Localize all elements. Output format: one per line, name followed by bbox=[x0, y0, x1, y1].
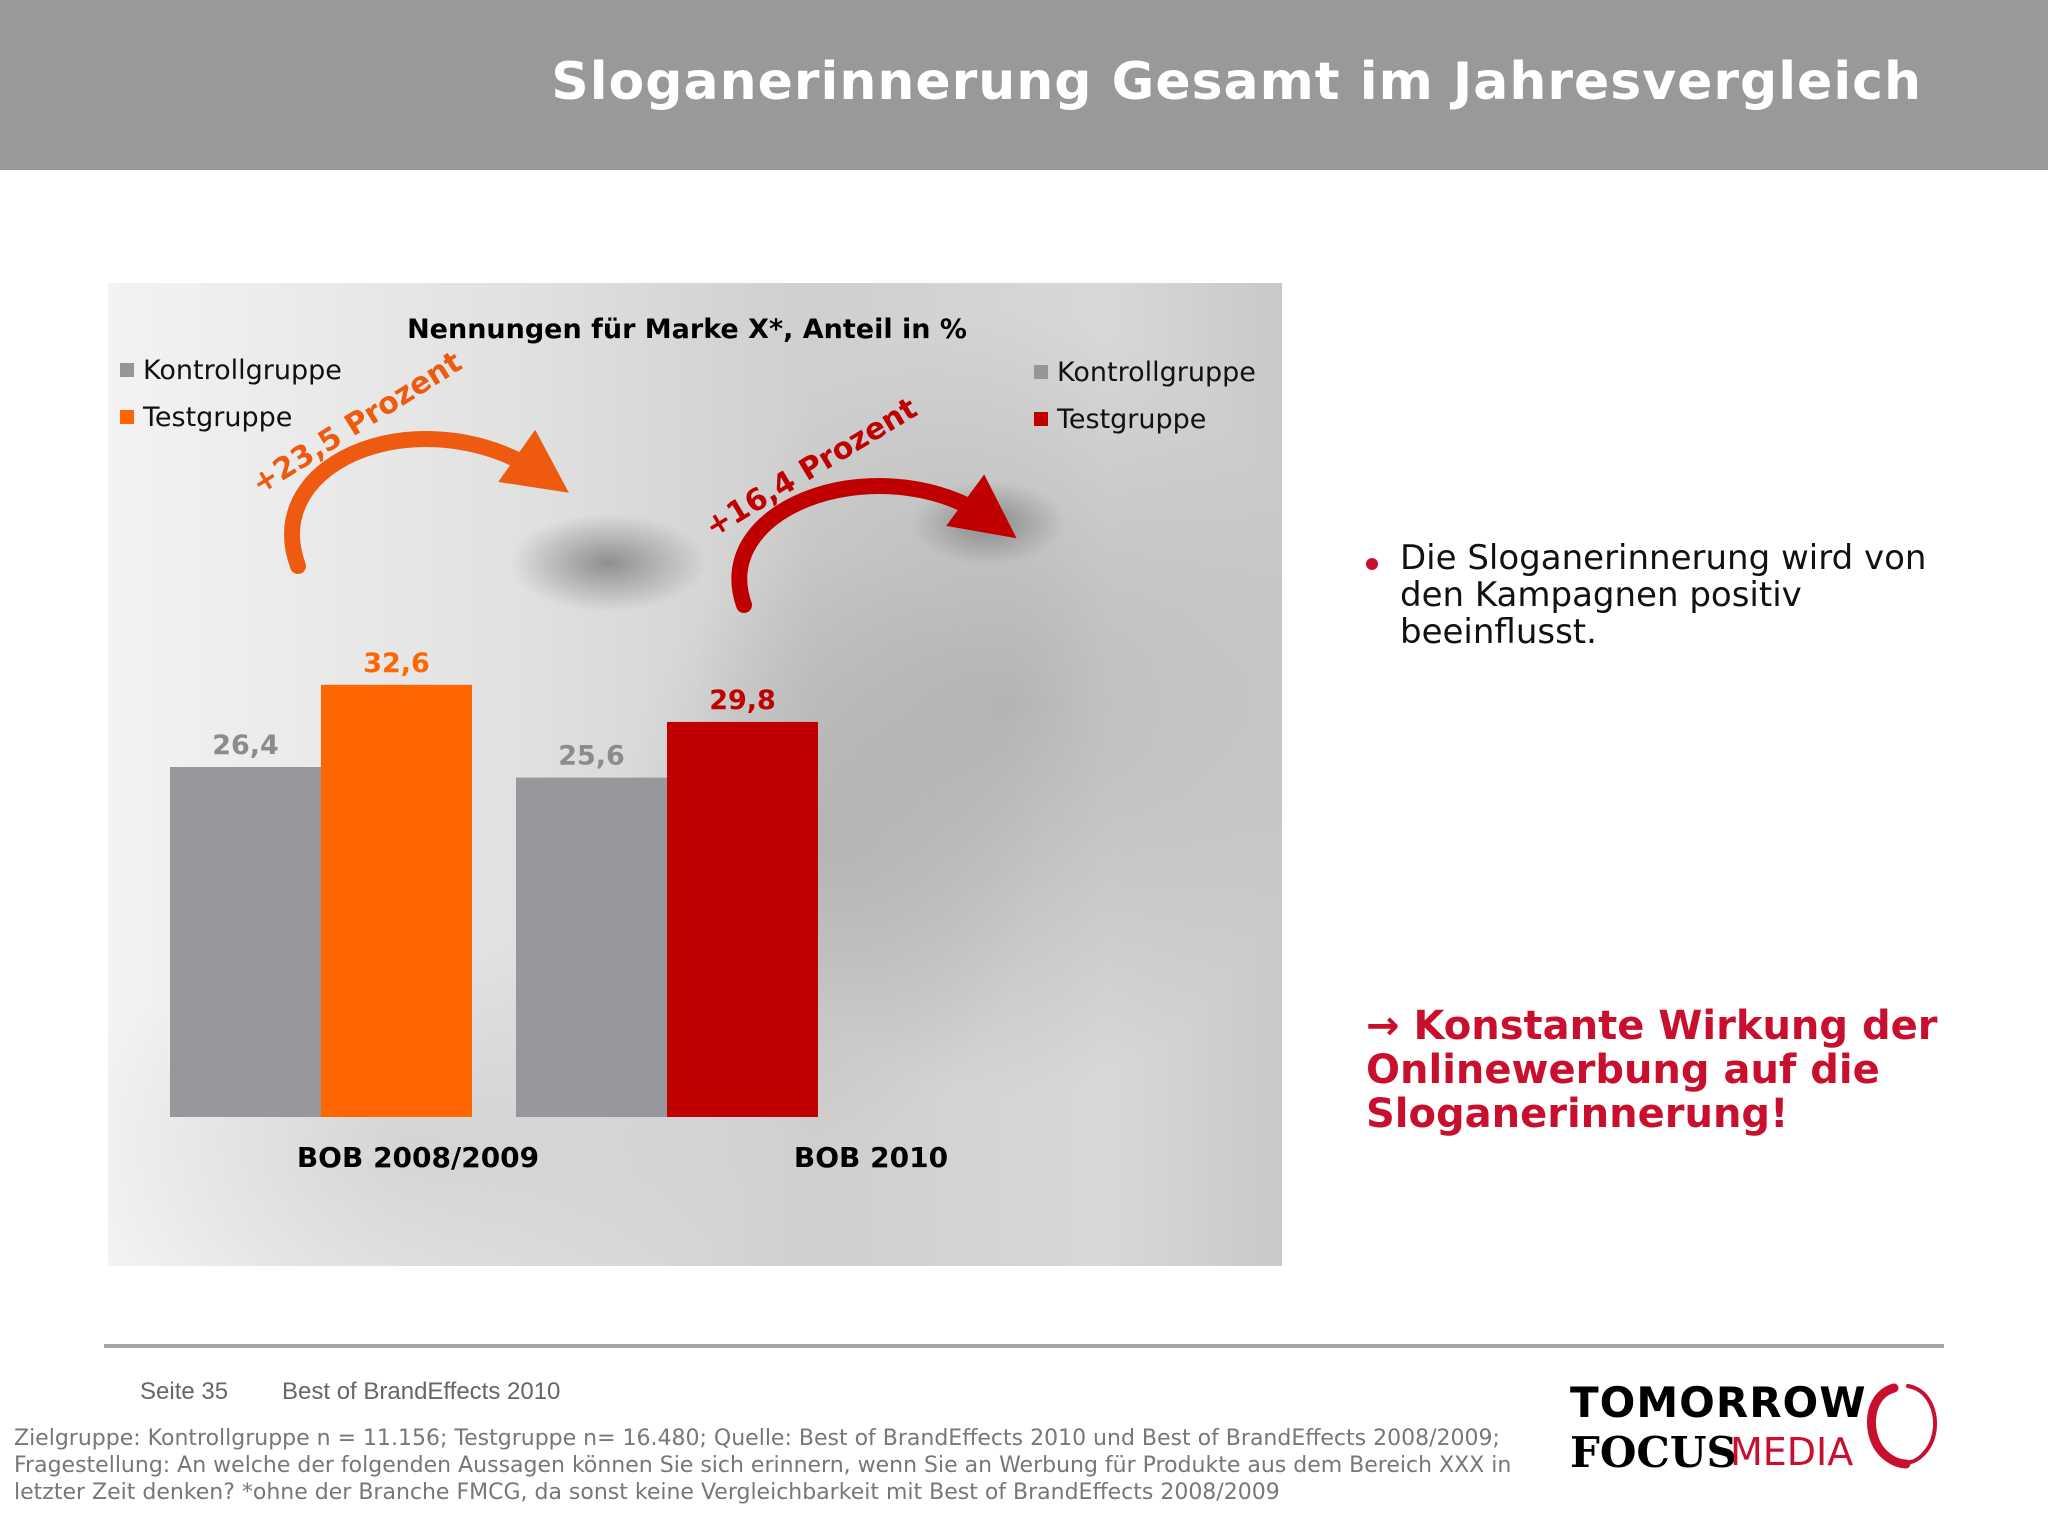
bar-chart: Nennungen für Marke X*, Anteil in % Kont… bbox=[120, 314, 1256, 1174]
logo-text-media: MEDIA bbox=[1730, 1430, 1854, 1474]
bar-testgruppe-bob-2010 bbox=[667, 721, 818, 1117]
legend-left-label-kontroll: Kontrollgruppe bbox=[143, 355, 342, 386]
conclusion: → Konstante Wirkung der Onlinewerbung au… bbox=[1366, 1004, 1986, 1136]
bar-kontrollgruppe-bob-2010 bbox=[516, 777, 667, 1117]
logo-text-focus: FOCUS bbox=[1570, 1428, 1737, 1477]
logo-ring-icon bbox=[1867, 1383, 1937, 1469]
chart-panel: Nennungen für Marke X*, Anteil in % Kont… bbox=[108, 283, 1282, 1266]
legend-right-label-kontroll: Kontrollgruppe bbox=[1057, 357, 1256, 388]
footnote: Zielgruppe: Kontrollgruppe n = 11.156; T… bbox=[14, 1426, 1512, 1505]
bullet-dot bbox=[1366, 558, 1378, 570]
growth-arrow-bob-2008-2009 bbox=[284, 429, 569, 574]
value-label-testgruppe-bob-2008-2009: 32,6 bbox=[363, 648, 430, 679]
bar-testgruppe-bob-2008-2009 bbox=[321, 684, 472, 1117]
category-label-bob-2008-2009: BOB 2008/2009 bbox=[297, 1141, 539, 1174]
page-number: Seite 35 bbox=[140, 1378, 229, 1405]
category-label-bob-2010: BOB 2010 bbox=[794, 1141, 948, 1174]
chart-title: Nennungen für Marke X*, Anteil in % bbox=[407, 314, 967, 345]
legend-left-swatch-test bbox=[120, 410, 134, 424]
legend-right-swatch-test bbox=[1034, 412, 1048, 426]
tomorrow-focus-media-logo: TOMORROW FOCUS MEDIA bbox=[1566, 1372, 1946, 1492]
legend-right-swatch-kontroll bbox=[1034, 365, 1048, 379]
bar-kontrollgruppe-bob-2008-2009 bbox=[170, 767, 321, 1117]
growth-annotation-bob-2010: +16,4 Prozent bbox=[699, 391, 923, 545]
legend-left-label-test: Testgruppe bbox=[142, 402, 292, 433]
growth-arrow-bob-2010 bbox=[731, 474, 1017, 613]
header-bar: Sloganerinnerung Gesamt im Jahresverglei… bbox=[0, 0, 2048, 170]
footer-divider bbox=[104, 1344, 1944, 1348]
footer-source: Best of BrandEffects 2010 bbox=[282, 1378, 561, 1405]
legend-right-label-test: Testgruppe bbox=[1056, 404, 1206, 435]
arrow-right-icon: → bbox=[1366, 1003, 1400, 1049]
value-label-testgruppe-bob-2010: 29,8 bbox=[709, 685, 776, 716]
legend-left-swatch-kontroll bbox=[120, 363, 134, 377]
value-label-kontrollgruppe-bob-2008-2009: 26,4 bbox=[212, 730, 279, 761]
page-title: Sloganerinnerung Gesamt im Jahresverglei… bbox=[551, 52, 1922, 112]
conclusion-text: Konstante Wirkung der Onlinewerbung auf … bbox=[1366, 1003, 1938, 1137]
logo-text-tomorrow: TOMORROW bbox=[1570, 1378, 1867, 1427]
bullet-text: Die Sloganerinnerung wird von den Kampag… bbox=[1400, 538, 1927, 652]
value-label-kontrollgruppe-bob-2010: 25,6 bbox=[558, 741, 625, 772]
